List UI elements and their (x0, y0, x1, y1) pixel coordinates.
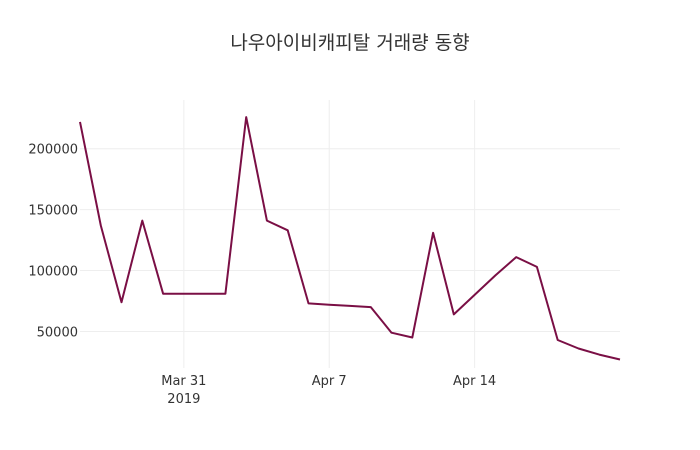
y-tick-label: 50000 (37, 325, 78, 340)
x-tick-sublabel: 2019 (167, 392, 200, 407)
series-layer (79, 116, 621, 361)
x-tick-label: Apr 7 (312, 374, 347, 389)
chart-title: 나우아이비캐피탈 거래량 동향 (230, 32, 469, 54)
y-tick-label: 150000 (28, 204, 78, 219)
x-tick-label: Mar 31 (161, 374, 206, 389)
y-tick-label: 100000 (28, 265, 78, 280)
x-axis-tick-labels: Mar 31 2019 Apr 7 Apr 14 (161, 374, 496, 407)
x-tick-label: Apr 14 (453, 374, 496, 389)
grid-layer (80, 100, 620, 368)
y-tick-label: 200000 (28, 143, 78, 158)
series-line (79, 116, 621, 361)
y-axis-tick-labels: 50000 100000 150000 200000 (28, 143, 78, 341)
